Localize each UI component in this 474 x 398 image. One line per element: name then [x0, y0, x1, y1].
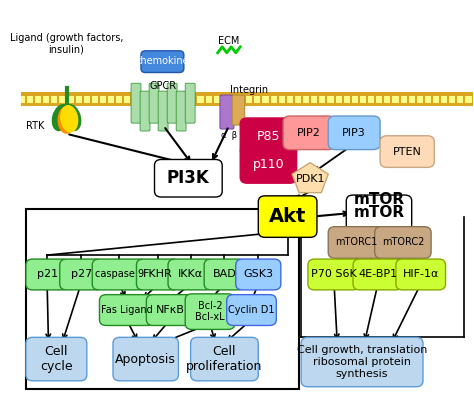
Text: FKHR: FKHR: [143, 269, 173, 279]
FancyBboxPatch shape: [168, 259, 213, 290]
FancyBboxPatch shape: [185, 294, 235, 330]
FancyBboxPatch shape: [240, 118, 297, 156]
Text: p21: p21: [37, 269, 58, 279]
Text: 4E-BP1: 4E-BP1: [358, 269, 397, 279]
FancyBboxPatch shape: [185, 83, 195, 123]
Bar: [21, 96, 473, 103]
Text: Integrin: Integrin: [230, 85, 268, 95]
FancyBboxPatch shape: [380, 136, 434, 168]
Text: IKKα: IKKα: [178, 269, 203, 279]
Text: Cyclin D1: Cyclin D1: [228, 305, 275, 315]
Bar: [21, 92, 473, 106]
FancyBboxPatch shape: [375, 227, 431, 258]
Text: PDK1: PDK1: [295, 174, 325, 184]
Text: caspase 9: caspase 9: [95, 269, 144, 279]
FancyBboxPatch shape: [176, 91, 186, 131]
Text: RTK: RTK: [26, 121, 44, 131]
Ellipse shape: [57, 106, 75, 134]
Text: PIP3: PIP3: [342, 128, 366, 138]
FancyBboxPatch shape: [258, 196, 317, 237]
FancyBboxPatch shape: [396, 259, 446, 290]
FancyBboxPatch shape: [158, 91, 168, 131]
FancyBboxPatch shape: [26, 338, 87, 381]
FancyBboxPatch shape: [236, 259, 281, 290]
FancyBboxPatch shape: [146, 295, 194, 326]
Text: HIF-1α: HIF-1α: [402, 269, 439, 279]
FancyBboxPatch shape: [220, 95, 234, 129]
FancyBboxPatch shape: [328, 227, 384, 258]
Text: Bcl-2
Bcl-xL: Bcl-2 Bcl-xL: [195, 301, 225, 322]
Text: α  β: α β: [221, 131, 237, 140]
FancyBboxPatch shape: [100, 295, 154, 326]
FancyBboxPatch shape: [137, 259, 179, 290]
Text: mTORC2: mTORC2: [382, 238, 424, 248]
FancyBboxPatch shape: [92, 259, 146, 290]
FancyBboxPatch shape: [328, 116, 380, 150]
FancyBboxPatch shape: [301, 338, 423, 387]
FancyBboxPatch shape: [26, 259, 69, 290]
FancyBboxPatch shape: [191, 338, 258, 381]
Text: Fas Ligand: Fas Ligand: [100, 305, 153, 315]
FancyBboxPatch shape: [167, 83, 177, 123]
Text: GSK3: GSK3: [243, 269, 273, 279]
Text: PI3K: PI3K: [167, 169, 210, 187]
FancyBboxPatch shape: [204, 259, 245, 290]
FancyBboxPatch shape: [240, 146, 297, 183]
Text: Apoptosis: Apoptosis: [115, 353, 176, 366]
Text: ECM: ECM: [218, 36, 240, 46]
Text: P85: P85: [257, 130, 280, 143]
Ellipse shape: [60, 105, 78, 133]
Text: BAD: BAD: [212, 269, 237, 279]
Text: P70 S6K: P70 S6K: [311, 269, 357, 279]
Text: PIP2: PIP2: [297, 128, 321, 138]
Ellipse shape: [52, 104, 71, 131]
Ellipse shape: [63, 104, 82, 131]
FancyBboxPatch shape: [283, 116, 335, 150]
FancyBboxPatch shape: [227, 295, 276, 326]
FancyBboxPatch shape: [140, 91, 150, 131]
Text: Ligand (growth factors,
insulin): Ligand (growth factors, insulin): [10, 33, 123, 55]
Text: p110: p110: [253, 158, 284, 171]
Text: chemokine: chemokine: [136, 57, 189, 66]
Text: PTEN: PTEN: [393, 146, 422, 156]
FancyBboxPatch shape: [113, 338, 178, 381]
FancyBboxPatch shape: [131, 83, 141, 123]
FancyBboxPatch shape: [308, 259, 360, 290]
FancyBboxPatch shape: [155, 160, 222, 197]
Text: Cell
cycle: Cell cycle: [40, 345, 73, 373]
FancyBboxPatch shape: [353, 259, 403, 290]
Text: Cell
proliferation: Cell proliferation: [186, 345, 263, 373]
FancyBboxPatch shape: [141, 51, 184, 72]
FancyBboxPatch shape: [60, 259, 103, 290]
Polygon shape: [292, 163, 328, 193]
Text: mTORC1: mTORC1: [335, 238, 378, 248]
FancyBboxPatch shape: [149, 83, 159, 123]
Text: GPCR: GPCR: [150, 81, 177, 92]
FancyBboxPatch shape: [346, 195, 412, 230]
Text: mTOR: mTOR: [354, 205, 404, 220]
FancyBboxPatch shape: [232, 95, 245, 125]
Text: p27: p27: [71, 269, 92, 279]
Text: Cell growth, translation
ribosomal protein
synthesis: Cell growth, translation ribosomal prote…: [297, 345, 427, 378]
Text: Akt: Akt: [269, 207, 306, 226]
Text: NFκB: NFκB: [155, 305, 184, 315]
Text: mTOR: mTOR: [354, 191, 405, 207]
